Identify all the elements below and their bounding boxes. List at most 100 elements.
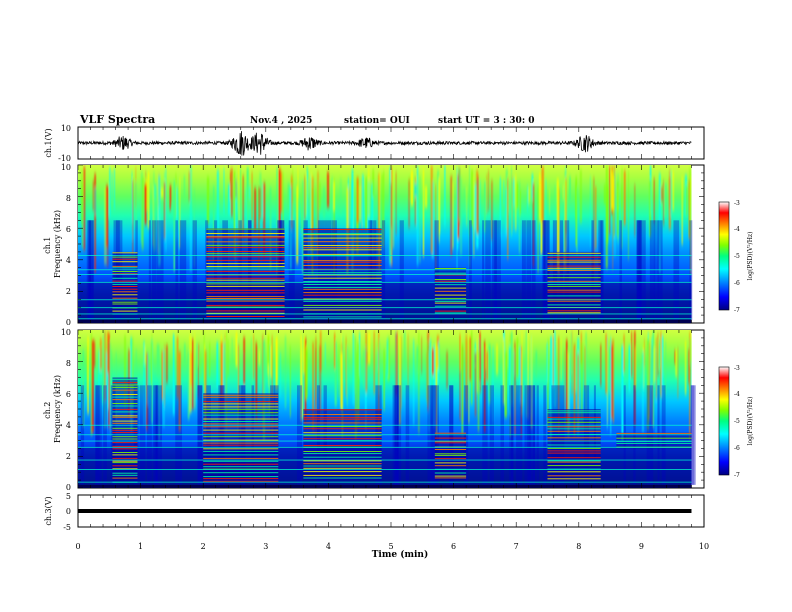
- spec2-spheric: [102, 335, 104, 404]
- spec2-band-line: [112, 445, 138, 447]
- spec1-spheric: [541, 167, 544, 222]
- spec2-band-line: [203, 401, 279, 403]
- spec1-band-line: [112, 273, 138, 275]
- spec2-spheric: [340, 333, 342, 369]
- spec2-band-line: [303, 409, 382, 411]
- spec2-band-line: [303, 465, 382, 467]
- spec2-spheric: [516, 337, 519, 377]
- spec1-band-line: [303, 286, 382, 288]
- spec1-spheric: [511, 175, 513, 231]
- spec2-band-line: [112, 382, 138, 384]
- spec2-band-line: [112, 403, 138, 404]
- spec1-band-line: [112, 261, 138, 263]
- spec1-band-line: [206, 277, 285, 279]
- spec1-spheric: [658, 173, 661, 273]
- spec2-tone-line: [78, 469, 692, 470]
- spec1-spheric: [94, 173, 97, 273]
- spec1-spheric: [518, 181, 521, 254]
- spec2-band-line: [303, 426, 382, 427]
- spec2-spheric: [610, 339, 613, 391]
- spec2-spheric: [477, 337, 478, 393]
- spec2-spheric: [623, 334, 625, 372]
- ch2-cb-label: log(PSD)(V²/Hz): [747, 397, 754, 446]
- spec1-band-line: [112, 303, 138, 305]
- spec1-spheric: [189, 165, 193, 271]
- spec2-band-line: [547, 416, 601, 418]
- ch2-freq-tick-8: 8: [66, 359, 71, 368]
- spec2-band-line: [203, 418, 279, 420]
- spec1-spheric: [251, 171, 253, 221]
- ch1-cb-label: log(PSD)(V²/Hz): [747, 232, 754, 281]
- spec2-spheric: [643, 338, 645, 367]
- ch2-cb-tick-m7: -7: [734, 472, 740, 479]
- spec2-spheric: [98, 350, 100, 394]
- ch1-spec-ylabel: ch.1 Frequency (kHz): [43, 210, 62, 278]
- ch1-freq-tick-8: 8: [66, 194, 71, 203]
- spec1-tone-line: [78, 269, 692, 271]
- ch1-spectrogram-image: [78, 165, 693, 323]
- spec2-spheric: [315, 335, 317, 418]
- spec1-spheric: [248, 185, 251, 200]
- spec2-band-line: [112, 468, 138, 470]
- spec1-band-line: [112, 267, 138, 269]
- spec2-band-line: [112, 474, 138, 476]
- ch2-spec-ylabel-line1: ch.2: [43, 402, 52, 419]
- ch3-waveform-panel: 5 0 -5 ch.3(V): [44, 492, 705, 532]
- spec2-spheric: [224, 341, 226, 408]
- spec1-spheric: [430, 165, 433, 254]
- spec1-band-line: [206, 289, 285, 291]
- spec1-band-line: [547, 256, 601, 258]
- spec1-spheric: [239, 167, 241, 223]
- spec1-spheric: [459, 177, 463, 256]
- spec2-band-line: [112, 427, 138, 429]
- spec1-spheric: [292, 168, 294, 218]
- spec2-spheric: [238, 343, 240, 413]
- spec2-spheric: [359, 332, 361, 375]
- spec2-band-line: [203, 466, 279, 468]
- spec2-spheric: [338, 343, 340, 398]
- ch2-cb-tick-m3: -3: [734, 365, 740, 372]
- spec1-spheric: [612, 187, 614, 270]
- spec1-spheric: [487, 170, 489, 211]
- spec2-spheric: [197, 343, 199, 398]
- spec1-spheric: [216, 170, 220, 253]
- spec2-band-line: [616, 432, 692, 434]
- spec1-band-line: [112, 252, 138, 254]
- spec2-spheric: [176, 336, 179, 398]
- spec1-spheric: [339, 178, 342, 215]
- ch1-freq-tick-2: 2: [66, 287, 71, 296]
- spec2-spheric: [147, 353, 149, 405]
- spec1-spheric: [356, 177, 359, 224]
- spec1-spheric: [92, 180, 95, 211]
- spec1-spheric: [296, 186, 299, 264]
- spec2-band-line: [303, 422, 382, 424]
- spec1-spheric: [477, 175, 479, 235]
- spec2-band-line: [303, 414, 382, 415]
- spec2-spheric: [506, 336, 508, 369]
- spec2-spheric: [90, 333, 93, 436]
- spec1-spheric: [610, 169, 613, 210]
- spec2-spheric: [436, 345, 439, 370]
- spec2-spheric: [470, 330, 473, 405]
- spec2-spheric: [412, 339, 415, 425]
- spec1-spheric: [416, 166, 419, 266]
- spec1-spheric: [278, 168, 281, 267]
- spec1-tone-line: [78, 313, 692, 315]
- spec1-band-4: [547, 251, 601, 316]
- spec2-band-line: [112, 378, 138, 380]
- spec2-band-line: [203, 460, 279, 462]
- spec1-spheric: [169, 185, 171, 211]
- spec2-spheric: [341, 336, 344, 384]
- spec2-spheric: [552, 335, 554, 386]
- spec2-spheric: [183, 343, 186, 364]
- spec2-spheric: [684, 340, 687, 395]
- spec2-spheric: [357, 342, 360, 422]
- spec2-spheric: [143, 340, 145, 426]
- spec2-band-line: [303, 477, 382, 479]
- spec2-spheric: [243, 353, 245, 419]
- spec1-spheric: [242, 175, 245, 236]
- spec2-spheric: [690, 333, 692, 362]
- spec1-spheric: [612, 175, 615, 211]
- spec1-band-line: [547, 270, 601, 271]
- spec2-band-line: [547, 410, 601, 412]
